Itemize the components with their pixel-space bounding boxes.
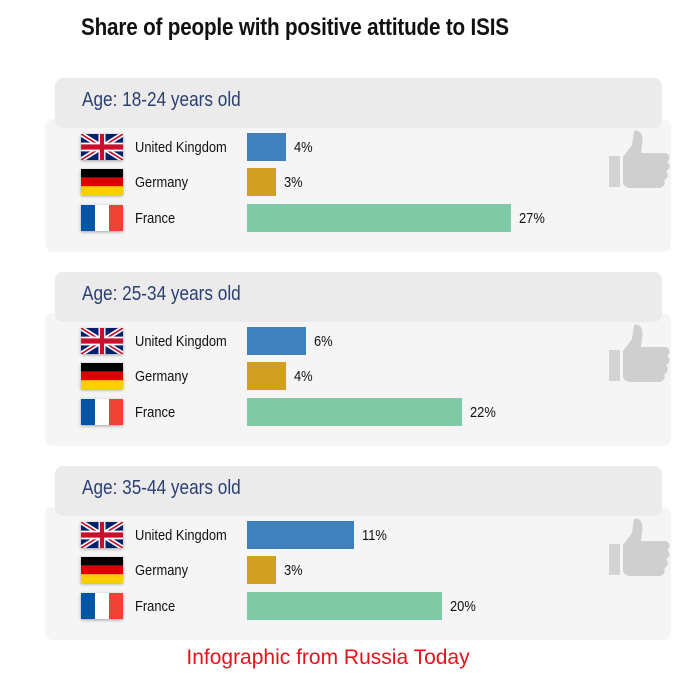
bar (247, 521, 355, 549)
country-label: Germany (135, 562, 189, 579)
bar (247, 398, 462, 426)
value-label: 27% (518, 210, 545, 227)
age-group-panel: Age: 25-34 years old United Kingdom 6% Germ… (0, 272, 700, 452)
value-label: 22% (469, 404, 496, 421)
bar (247, 327, 306, 355)
panel-header: Age: 35-44 years old (55, 466, 662, 516)
germany-flag-icon (81, 557, 123, 583)
panel-header: Age: 18-24 years old (55, 78, 662, 128)
bar (247, 556, 277, 584)
value-label: 4% (294, 368, 313, 385)
bar (247, 592, 443, 620)
uk-flag-icon (81, 522, 123, 548)
uk-flag-icon (81, 134, 123, 160)
country-label: United Kingdom (135, 333, 227, 350)
country-label: France (135, 210, 176, 227)
bar (247, 362, 287, 390)
age-group-label: Age: 25-34 years old (82, 283, 241, 305)
value-label: 11% (362, 527, 388, 544)
germany-flag-icon (81, 363, 123, 389)
bar (247, 204, 511, 232)
bar-row: Germany 3% (0, 168, 700, 198)
country-label: Germany (135, 174, 189, 191)
bar-row: France 27% (0, 204, 700, 234)
thumbs-up-icon (606, 323, 672, 385)
france-flag-icon (81, 399, 123, 425)
country-label: France (135, 598, 176, 615)
bar-row: Germany 3% (0, 556, 700, 586)
country-label: United Kingdom (135, 527, 227, 544)
bar (247, 133, 287, 161)
value-label: 20% (450, 598, 477, 615)
value-label: 3% (284, 174, 303, 191)
value-label: 3% (284, 562, 303, 579)
bar-row: United Kingdom 11% (0, 521, 700, 551)
bar-row: United Kingdom 4% (0, 133, 700, 163)
panel-header: Age: 25-34 years old (55, 272, 662, 322)
bar (247, 168, 277, 196)
country-label: France (135, 404, 176, 421)
value-label: 6% (313, 333, 333, 350)
bar-row: United Kingdom 6% (0, 327, 700, 357)
value-label: 4% (294, 139, 313, 156)
germany-flag-icon (81, 169, 123, 195)
country-label: Germany (135, 368, 189, 385)
bar-row: France 20% (0, 592, 700, 622)
country-label: United Kingdom (135, 139, 227, 156)
bar-row: Germany 4% (0, 362, 700, 392)
uk-flag-icon (81, 328, 123, 354)
age-group-panel: Age: 35-44 years old United Kingdom 11% Ger… (0, 466, 700, 646)
france-flag-icon (81, 205, 123, 231)
age-group-label: Age: 18-24 years old (82, 89, 241, 111)
source-caption: Infographic from Russia Today (186, 646, 470, 669)
age-group-panel: Age: 18-24 years old United Kingdom 4% Germ… (0, 78, 700, 258)
france-flag-icon (81, 593, 123, 619)
thumbs-up-icon (606, 129, 672, 191)
age-group-label: Age: 35-44 years old (82, 477, 241, 499)
thumbs-up-icon (606, 517, 672, 579)
chart-title: Share of people with positive attitude t… (81, 14, 509, 41)
bar-row: France 22% (0, 398, 700, 428)
